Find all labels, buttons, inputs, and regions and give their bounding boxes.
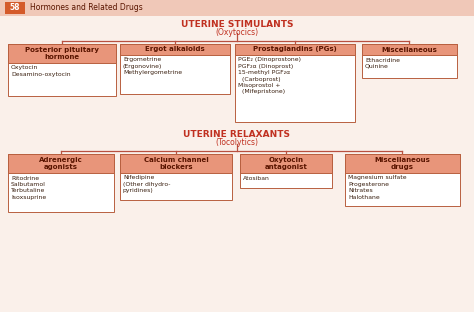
FancyBboxPatch shape	[235, 44, 355, 55]
FancyBboxPatch shape	[8, 44, 116, 63]
FancyBboxPatch shape	[235, 44, 355, 122]
FancyBboxPatch shape	[8, 44, 116, 96]
Text: Ergot alkaloids: Ergot alkaloids	[145, 46, 205, 52]
Text: 58: 58	[10, 3, 20, 12]
Text: Oxytocin
Desamino-oxytocin: Oxytocin Desamino-oxytocin	[11, 66, 71, 77]
FancyBboxPatch shape	[120, 154, 232, 200]
FancyBboxPatch shape	[0, 0, 474, 16]
Text: Hormones and Related Drugs: Hormones and Related Drugs	[30, 3, 143, 12]
FancyBboxPatch shape	[362, 44, 457, 78]
Text: Miscellaneous: Miscellaneous	[382, 46, 438, 52]
FancyBboxPatch shape	[120, 44, 230, 55]
Text: Posterior pituitary
hormone: Posterior pituitary hormone	[25, 47, 99, 60]
Text: UTERINE STIMULANTS: UTERINE STIMULANTS	[181, 20, 293, 29]
Text: Nifedipine
(Other dihydro-
pyridines): Nifedipine (Other dihydro- pyridines)	[123, 175, 171, 193]
Text: Ethacridine
Quinine: Ethacridine Quinine	[365, 57, 400, 69]
Text: Magnesium sulfate
Progesterone
Nitrates
Halothane: Magnesium sulfate Progesterone Nitrates …	[348, 175, 407, 200]
Text: Prostaglandins (PGs): Prostaglandins (PGs)	[253, 46, 337, 52]
Text: (Tocolytics): (Tocolytics)	[216, 138, 258, 147]
FancyBboxPatch shape	[8, 154, 114, 173]
FancyBboxPatch shape	[345, 154, 460, 173]
FancyBboxPatch shape	[240, 154, 332, 173]
Text: PGE₂ (Dinoprostone)
PGF₂α (Dinoprost)
15-methyl PGF₂α
  (Carboprost)
Misoprostol: PGE₂ (Dinoprostone) PGF₂α (Dinoprost) 15…	[238, 57, 301, 95]
FancyBboxPatch shape	[120, 154, 232, 173]
Text: Miscellaneous
drugs: Miscellaneous drugs	[374, 157, 430, 170]
Text: Ritodrine
Salbutamol
Terbutaline
Isoxsuprine: Ritodrine Salbutamol Terbutaline Isoxsup…	[11, 175, 46, 200]
FancyBboxPatch shape	[240, 154, 332, 188]
Text: Adrenergic
agonists: Adrenergic agonists	[39, 157, 83, 170]
FancyBboxPatch shape	[5, 2, 25, 14]
FancyBboxPatch shape	[362, 44, 457, 55]
Text: UTERINE RELAXANTS: UTERINE RELAXANTS	[183, 130, 291, 139]
Text: (Oxytocics): (Oxytocics)	[216, 28, 258, 37]
Text: Ergometrine
(Ergonovine)
Methylergometrine: Ergometrine (Ergonovine) Methylergometri…	[123, 57, 182, 75]
FancyBboxPatch shape	[120, 44, 230, 94]
FancyBboxPatch shape	[8, 154, 114, 212]
FancyBboxPatch shape	[345, 154, 460, 206]
Text: Atosiban: Atosiban	[243, 175, 270, 181]
Text: Calcium channel
blockers: Calcium channel blockers	[144, 157, 209, 170]
Text: Oxytocin
antagonist: Oxytocin antagonist	[264, 157, 308, 170]
